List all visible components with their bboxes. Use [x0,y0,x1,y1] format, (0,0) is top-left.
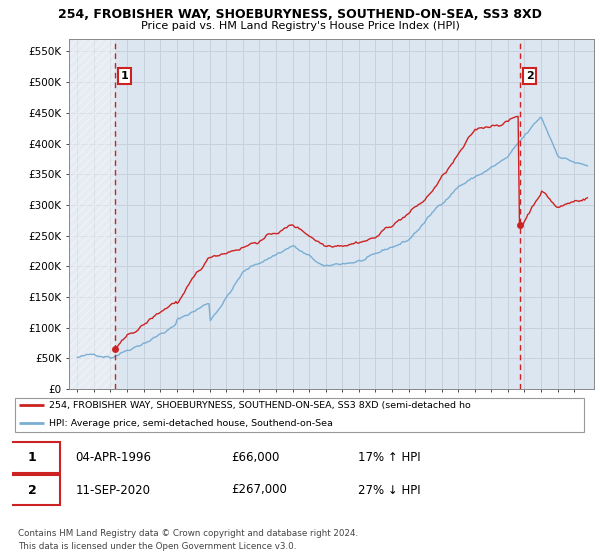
Text: £267,000: £267,000 [231,483,287,497]
Text: 2: 2 [526,71,533,81]
FancyBboxPatch shape [15,398,584,432]
Text: Price paid vs. HM Land Registry's House Price Index (HPI): Price paid vs. HM Land Registry's House … [140,21,460,31]
Text: 1: 1 [121,71,128,81]
Text: 11-SEP-2020: 11-SEP-2020 [76,483,151,497]
Bar [69,39,115,389]
Text: 1: 1 [28,451,37,464]
FancyBboxPatch shape [5,475,60,505]
FancyBboxPatch shape [5,442,60,473]
Text: This data is licensed under the Open Government Licence v3.0.: This data is licensed under the Open Gov… [18,542,296,551]
Text: 254, FROBISHER WAY, SHOEBURYNESS, SOUTHEND-ON-SEA, SS3 8XD (semi-detached ho: 254, FROBISHER WAY, SHOEBURYNESS, SOUTHE… [49,401,471,410]
Text: 254, FROBISHER WAY, SHOEBURYNESS, SOUTHEND-ON-SEA, SS3 8XD: 254, FROBISHER WAY, SHOEBURYNESS, SOUTHE… [58,8,542,21]
Text: HPI: Average price, semi-detached house, Southend-on-Sea: HPI: Average price, semi-detached house,… [49,419,334,428]
Text: Contains HM Land Registry data © Crown copyright and database right 2024.: Contains HM Land Registry data © Crown c… [18,529,358,538]
Text: 2: 2 [28,483,37,497]
Text: £66,000: £66,000 [231,451,279,464]
Text: 04-APR-1996: 04-APR-1996 [76,451,151,464]
Text: 17% ↑ HPI: 17% ↑ HPI [358,451,420,464]
Bar [69,39,115,389]
Text: 27% ↓ HPI: 27% ↓ HPI [358,483,420,497]
